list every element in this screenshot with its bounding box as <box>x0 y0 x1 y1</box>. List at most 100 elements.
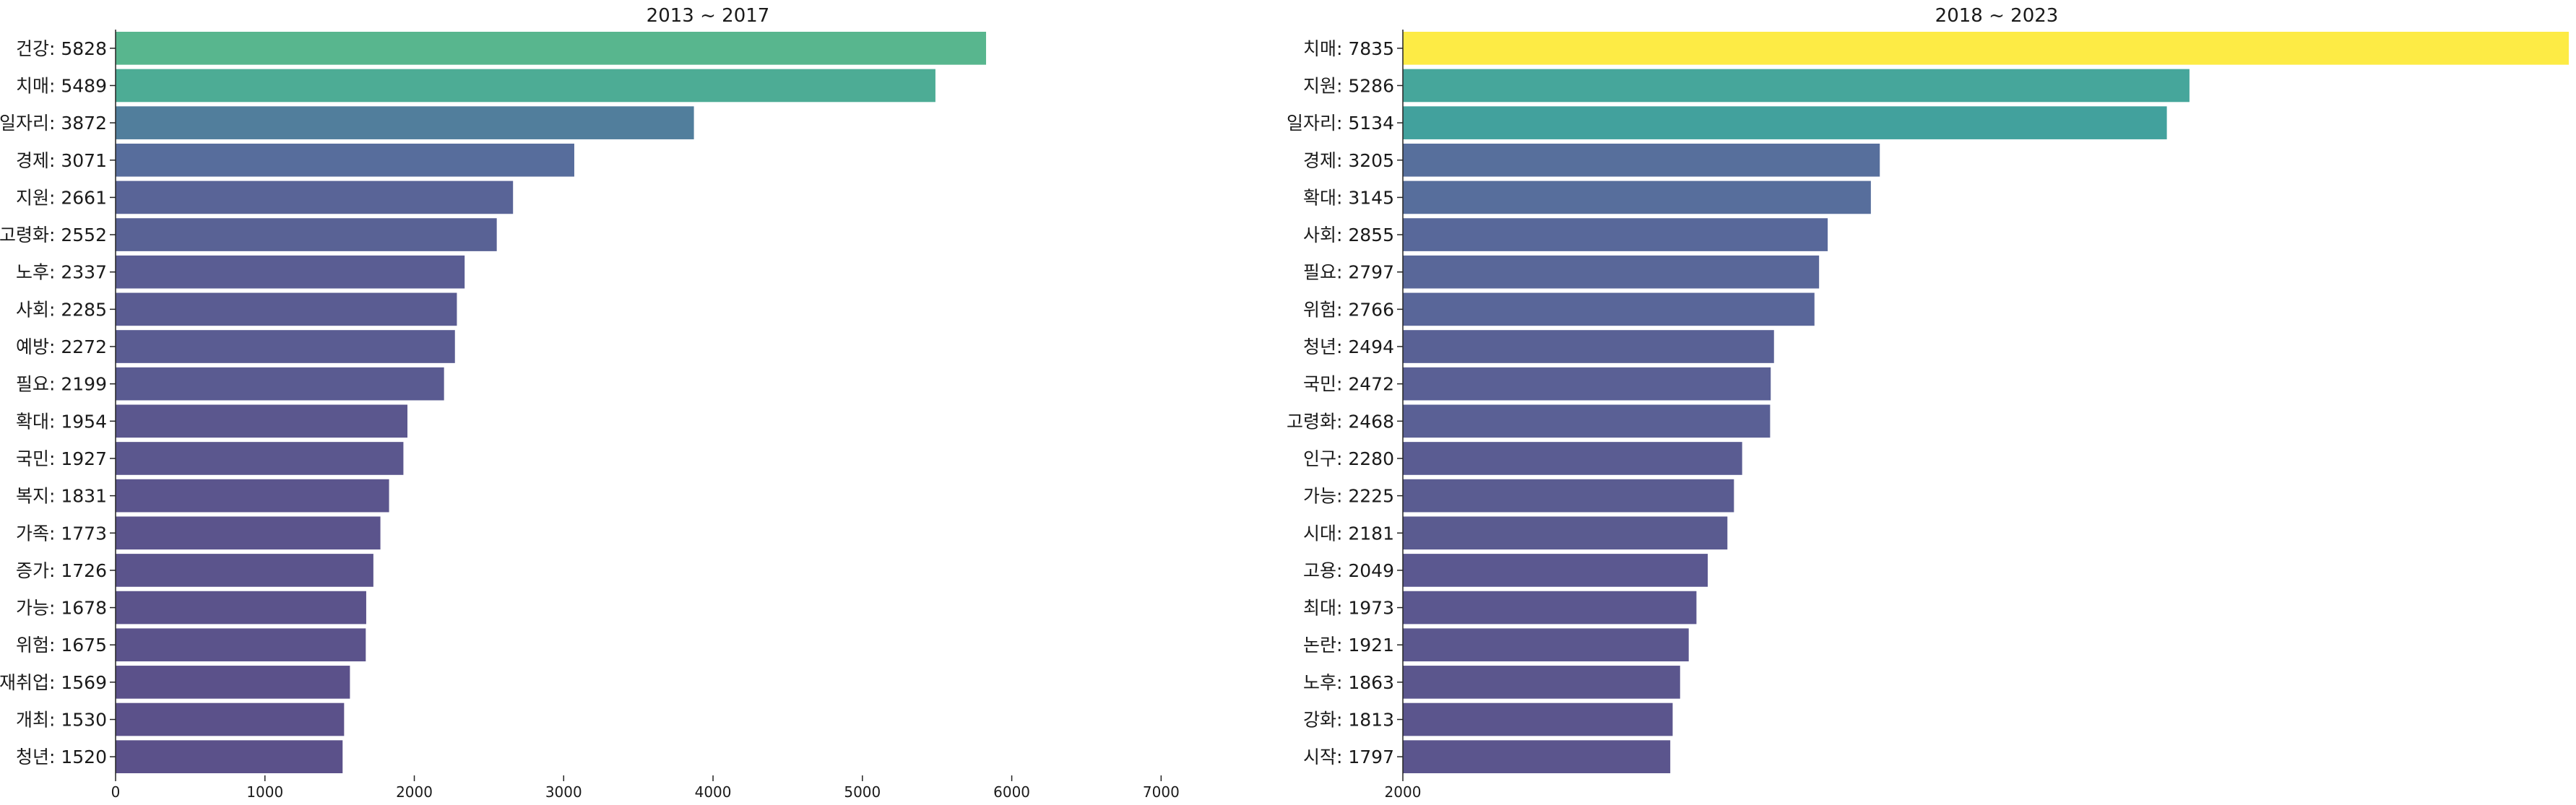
left-category-label-16: 위험: 1675 <box>16 635 107 656</box>
left-x-tick-label-2: 2000 <box>396 783 433 801</box>
left-category-label-6: 노후: 2337 <box>16 262 107 283</box>
left-category-label-15: 가능: 1678 <box>16 598 107 619</box>
right-category-label-18: 강화: 1813 <box>1303 710 1394 731</box>
left-bar-14 <box>116 554 373 587</box>
right-category-label-4: 확대: 3145 <box>1303 187 1394 208</box>
left-bar-2 <box>116 106 694 139</box>
right-x-tick-label-0: 2000 <box>1385 783 1422 801</box>
left-bar-9 <box>116 367 444 401</box>
left-bar-17 <box>116 666 350 699</box>
left-chart-x-ticks: 0 1000 2000 3000 4000 5000 6000 7000 <box>111 775 1180 801</box>
left-category-label-13: 가족: 1773 <box>16 523 107 544</box>
right-bar-11 <box>1403 442 1742 475</box>
left-bar-0 <box>116 32 987 65</box>
right-bar-18 <box>1403 702 1673 736</box>
left-bar-13 <box>116 516 381 550</box>
right-category-label-3: 경제: 3205 <box>1303 150 1394 171</box>
right-bar-10 <box>1403 404 1771 438</box>
right-category-label-7: 위험: 2766 <box>1303 299 1394 320</box>
left-bar-6 <box>116 255 465 289</box>
right-bar-17 <box>1403 666 1680 699</box>
left-bar-19 <box>116 740 343 773</box>
left-bar-15 <box>116 591 366 625</box>
right-category-label-6: 필요: 2797 <box>1303 262 1394 283</box>
right-bar-14 <box>1403 554 1708 587</box>
right-category-label-1: 지원: 5286 <box>1303 75 1394 96</box>
right-category-label-16: 논란: 1921 <box>1303 635 1394 656</box>
left-category-label-10: 확대: 1954 <box>16 411 107 432</box>
right-category-label-13: 시대: 2181 <box>1303 523 1394 544</box>
left-x-tick-label-5: 5000 <box>844 783 881 801</box>
left-category-label-0: 건강: 5828 <box>16 38 107 59</box>
left-x-tick-label-7: 7000 <box>1143 783 1180 801</box>
left-bar-16 <box>116 628 366 662</box>
left-bar-11 <box>116 442 404 475</box>
right-bar-19 <box>1403 740 1671 773</box>
right-bar-9 <box>1403 367 1771 401</box>
left-bar-8 <box>116 330 455 363</box>
left-bar-5 <box>116 218 497 251</box>
right-bar-16 <box>1403 628 1689 662</box>
right-category-label-11: 인구: 2280 <box>1303 448 1394 469</box>
left-bar-7 <box>116 292 457 326</box>
right-category-label-12: 가능: 2225 <box>1303 486 1394 507</box>
left-chart-bars <box>116 32 987 773</box>
left-category-label-2: 일자리: 3872 <box>0 113 107 134</box>
right-bar-2 <box>1403 106 2167 139</box>
left-category-label-17: 재취업: 1569 <box>0 672 107 693</box>
right-category-label-0: 치매: 7835 <box>1303 38 1394 59</box>
left-category-label-19: 청년: 1520 <box>16 747 107 767</box>
right-chart-category-labels: 치매: 7835 지원: 5286 일자리: 5134 경제: 3205 확대: 314… <box>1287 38 1403 767</box>
left-category-label-7: 사회: 2285 <box>16 299 107 320</box>
right-bar-1 <box>1403 69 2190 103</box>
left-bar-1 <box>116 69 935 103</box>
right-bar-6 <box>1403 255 1820 289</box>
right-chart-x-ticks: 2000 <box>1385 775 1422 801</box>
right-bar-7 <box>1403 292 1815 326</box>
left-category-label-1: 치매: 5489 <box>16 75 107 96</box>
left-x-tick-label-3: 3000 <box>545 783 582 801</box>
right-bar-15 <box>1403 591 1697 625</box>
right-category-label-19: 시작: 1797 <box>1303 747 1394 767</box>
right-bar-12 <box>1403 479 1734 513</box>
left-category-label-18: 개최: 1530 <box>16 710 107 731</box>
left-category-label-8: 예방: 2272 <box>16 336 107 357</box>
right-bar-13 <box>1403 516 1728 550</box>
left-bar-3 <box>116 143 574 177</box>
right-category-label-10: 고령화: 2468 <box>1287 411 1394 432</box>
right-chart-panel: 2018 ~ 2023 치매: 7835 지원: 5286 일자리: 5134 경제:… <box>1287 5 2569 801</box>
right-category-label-14: 고용: 2049 <box>1303 560 1394 581</box>
left-x-tick-label-6: 6000 <box>993 783 1030 801</box>
right-bar-0 <box>1403 32 2569 65</box>
right-category-label-15: 최대: 1973 <box>1303 598 1394 619</box>
left-x-tick-label-1: 1000 <box>246 783 283 801</box>
left-category-label-12: 복지: 1831 <box>16 486 107 507</box>
left-bar-4 <box>116 180 514 214</box>
left-bar-10 <box>116 404 408 438</box>
left-bar-12 <box>116 479 389 513</box>
left-category-label-11: 국민: 1927 <box>16 448 107 469</box>
right-bar-4 <box>1403 180 1871 214</box>
left-category-label-5: 고령화: 2552 <box>0 225 107 245</box>
left-x-tick-label-0: 0 <box>111 783 121 801</box>
right-category-label-5: 사회: 2855 <box>1303 225 1394 245</box>
right-category-label-9: 국민: 2472 <box>1303 374 1394 395</box>
right-category-label-2: 일자리: 5134 <box>1287 113 1394 134</box>
right-chart-bars <box>1403 32 2569 773</box>
left-category-label-14: 증가: 1726 <box>16 560 107 581</box>
left-chart-panel: 2013 ~ 2017 건강: 5828 치매: 5489 일자리: 3872 경제:… <box>0 5 1180 801</box>
right-category-label-17: 노후: 1863 <box>1303 672 1394 693</box>
left-bar-18 <box>116 702 345 736</box>
right-bar-3 <box>1403 143 1880 177</box>
left-category-label-4: 지원: 2661 <box>16 187 107 208</box>
left-category-label-9: 필요: 2199 <box>16 374 107 395</box>
left-category-label-3: 경제: 3071 <box>16 150 107 171</box>
left-chart-title: 2013 ~ 2017 <box>647 5 770 27</box>
left-chart-category-labels: 건강: 5828 치매: 5489 일자리: 3872 경제: 3071 지원: 266… <box>0 38 116 767</box>
right-chart-title: 2018 ~ 2023 <box>1935 5 2059 27</box>
right-bar-5 <box>1403 218 1828 251</box>
right-bar-8 <box>1403 330 1774 363</box>
left-x-tick-label-4: 4000 <box>695 783 732 801</box>
right-category-label-8: 청년: 2494 <box>1303 336 1394 357</box>
